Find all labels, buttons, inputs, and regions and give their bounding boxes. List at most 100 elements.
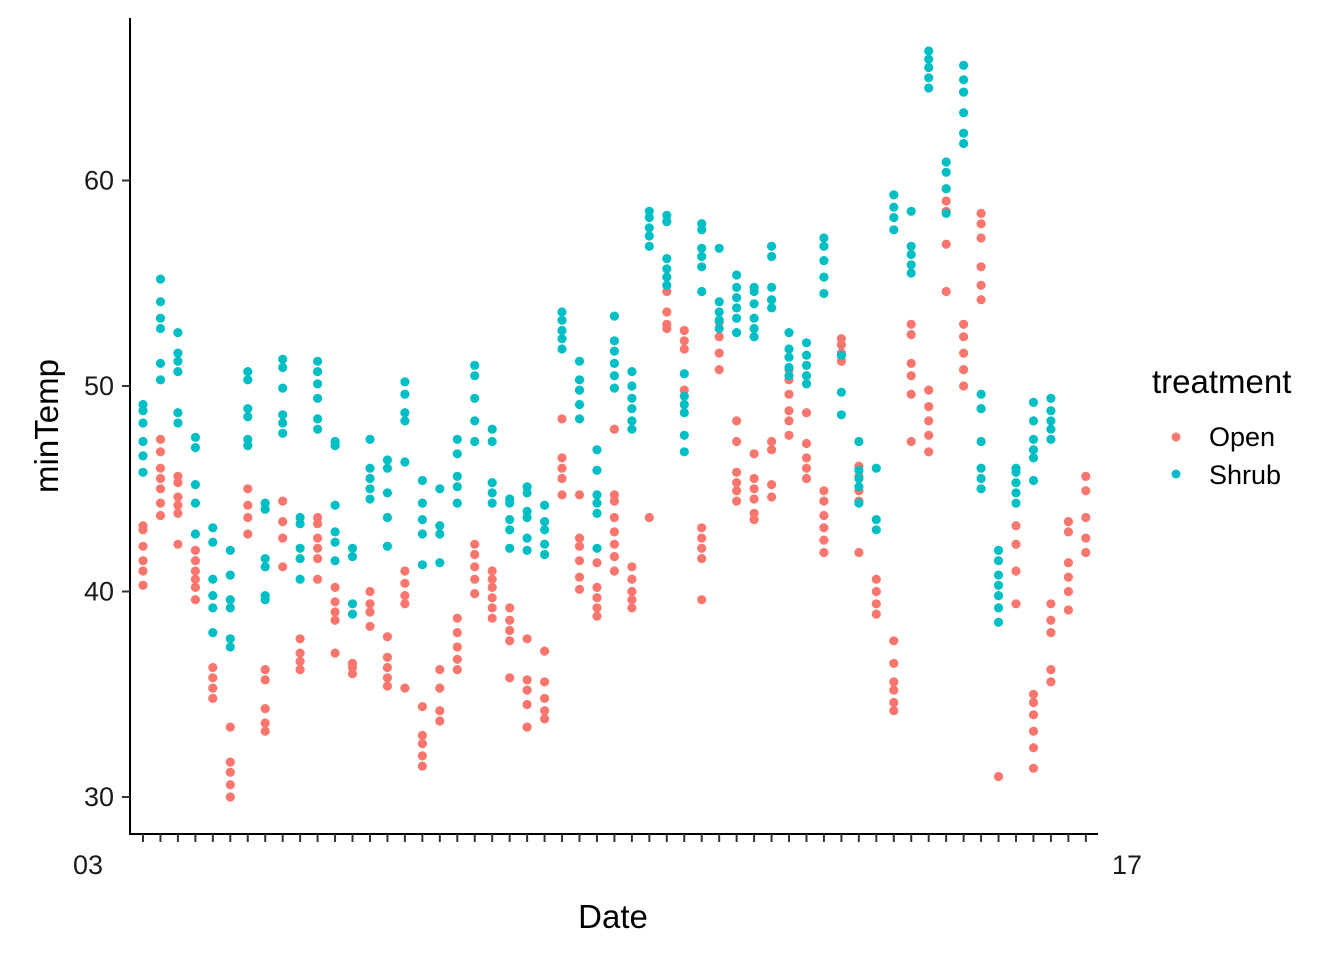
data-point-open [1011,599,1021,609]
data-point-open [732,436,742,447]
data-point-shrub [173,367,183,377]
y-tick-label: 40 [84,577,114,607]
data-point-open [627,595,637,605]
data-point-shrub [889,212,899,223]
data-point-shrub [557,307,567,317]
data-point-shrub [871,463,881,473]
data-point-open [470,562,480,572]
data-point-open [976,208,986,218]
data-point-open [889,677,899,687]
data-point-shrub [836,350,847,360]
data-point-shrub [801,350,812,360]
data-point-shrub [714,243,724,253]
data-point-open [592,593,602,603]
data-point-shrub [609,336,620,346]
data-point-open [592,603,602,613]
data-point-open [732,478,742,488]
data-point-open [313,543,323,553]
data-point-open [487,593,497,603]
data-point-shrub [382,512,392,523]
data-point-shrub [697,243,707,253]
data-point-open [976,280,986,290]
data-point-open [767,492,777,502]
data-point-open [1063,586,1073,597]
data-point-open [382,673,392,683]
data-point-shrub [574,385,585,395]
data-point-open [574,556,585,566]
data-point-shrub [993,603,1004,613]
data-point-shrub [155,358,166,368]
data-point-open [609,424,620,434]
data-point-open [313,512,323,523]
data-point-shrub [347,552,358,562]
data-point-shrub [470,371,480,381]
data-point-shrub [906,249,916,260]
data-point-open [540,677,550,687]
x-tick-label-last: 17 [1112,850,1142,880]
data-point-shrub [155,274,166,284]
data-point-shrub [976,473,986,484]
data-point-shrub [749,313,759,323]
y-ticks: 30 40 50 60 [84,166,130,812]
data-point-open [208,662,218,673]
data-point-open [417,730,427,741]
data-point-shrub [627,381,637,391]
data-point-open [522,634,532,644]
data-point-shrub [714,297,724,307]
data-point-open [1063,605,1073,615]
data-point-open [295,665,305,675]
data-point-shrub [400,416,410,426]
data-point-shrub [330,537,340,547]
data-point-open [173,492,183,502]
data-point-open [400,566,410,576]
data-point-open [173,508,183,518]
data-point-open [540,714,550,724]
data-point-open [208,683,218,693]
data-point-shrub [1028,453,1039,463]
data-point-shrub [278,362,288,373]
data-point-shrub [435,558,445,568]
data-point-shrub [330,436,340,447]
data-point-shrub [260,591,270,601]
data-point-shrub [243,404,253,414]
data-point-shrub [836,410,847,420]
data-point-open [313,574,323,584]
data-point-shrub [470,436,480,447]
data-point-open [155,447,166,457]
data-point-shrub [1028,445,1039,455]
data-point-open [540,693,550,704]
data-point-shrub [732,282,742,292]
data-point-shrub [679,369,689,379]
data-point-shrub [225,570,235,580]
data-point-open [609,539,620,549]
data-point-shrub [278,410,288,420]
data-point-open [574,572,585,582]
data-point-open [714,365,724,375]
data-point-shrub [540,500,550,510]
data-point-open [889,706,899,716]
data-point-shrub [155,297,166,307]
data-point-shrub [452,498,462,508]
data-point-shrub [452,434,462,444]
data-point-open [155,473,166,484]
series-open-points [138,184,1091,802]
data-point-shrub [208,628,218,638]
data-point-shrub [505,543,515,553]
data-point-open [505,603,515,613]
data-point-open [924,402,934,412]
data-point-open [487,566,497,576]
data-point-open [382,652,392,662]
data-point-open [801,408,812,418]
data-point-open [557,453,567,463]
data-point-shrub [505,515,515,525]
data-point-open [993,771,1004,782]
data-point-open [959,381,969,391]
data-point-shrub [784,344,794,354]
data-point-shrub [574,375,585,385]
data-point-open [801,453,812,463]
data-point-open [260,718,270,728]
data-point-shrub [644,231,654,241]
data-point-shrub [749,323,759,334]
data-point-open [138,556,148,566]
